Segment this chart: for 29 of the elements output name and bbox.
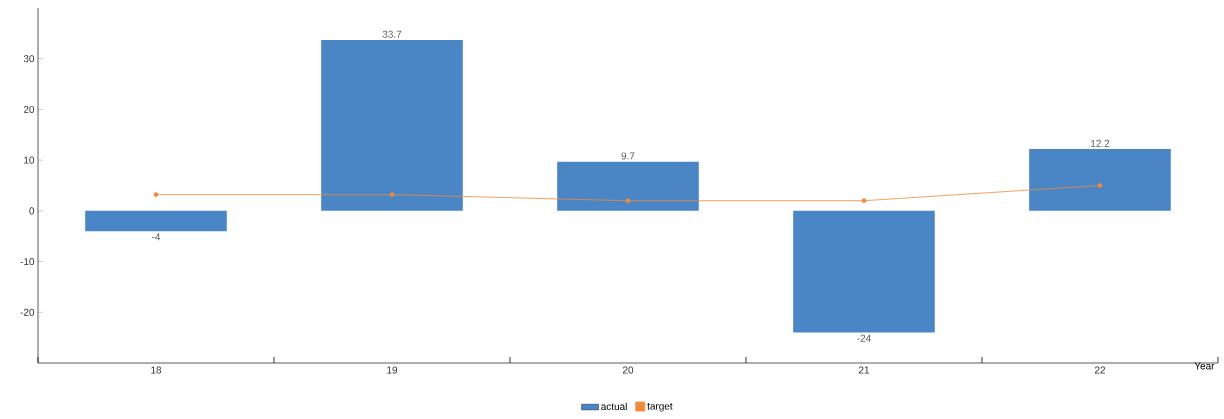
x-axis-title: Year: [1194, 362, 1215, 370]
x-tick-label: 18: [151, 366, 162, 374]
legend-label: target: [647, 403, 673, 412]
point: [625, 198, 631, 204]
y-tick-label: -20: [20, 308, 35, 316]
y-tick-label: 0: [29, 207, 35, 215]
bar: [321, 39, 463, 211]
x-tick-label: 22: [1094, 366, 1106, 374]
point: [153, 192, 159, 198]
legend-label: actual: [601, 402, 627, 410]
y-tick-label: -10: [20, 258, 35, 266]
y-tick-label: 30: [23, 55, 35, 63]
data-label: 12.2: [1091, 139, 1110, 147]
y-tick-label: 10: [24, 156, 35, 164]
point: [389, 192, 395, 198]
data-label: -24: [857, 334, 871, 342]
data-label: -4: [152, 233, 161, 241]
bar: [793, 210, 935, 333]
x-tick-label: 21: [858, 366, 870, 374]
data-label: 33.7: [382, 30, 402, 38]
bar: [557, 161, 699, 211]
point: [861, 198, 867, 204]
y-tick-label: 20: [23, 105, 35, 113]
data-label: 9.7: [621, 152, 635, 160]
x-tick-label: 19: [387, 366, 398, 374]
x-tick-label: 20: [622, 366, 634, 374]
point: [1097, 183, 1103, 188]
bar: [85, 210, 227, 232]
bar: [1029, 148, 1171, 211]
